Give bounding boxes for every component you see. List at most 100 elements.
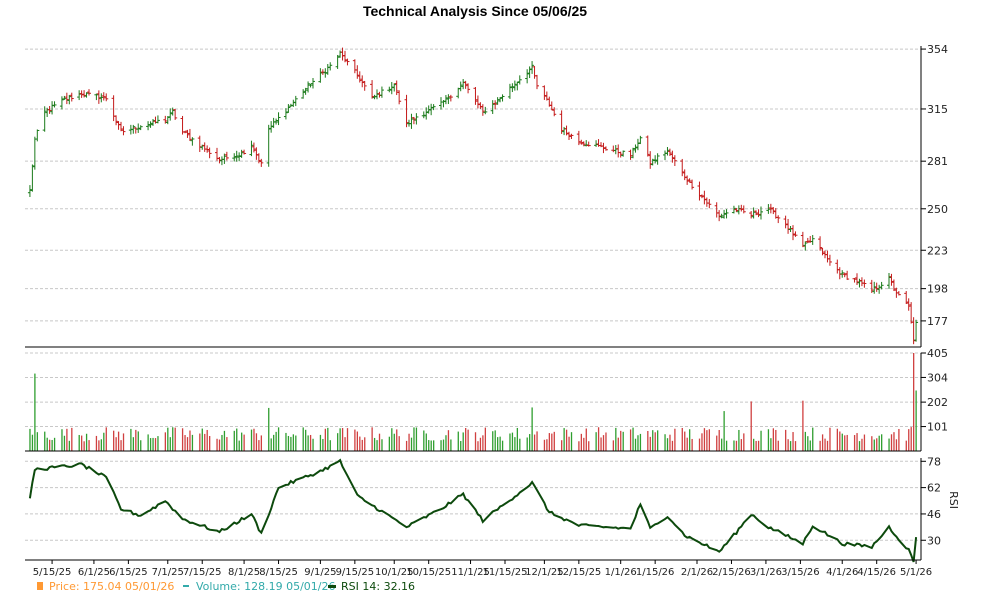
volume-bar xyxy=(738,429,740,451)
volume-bar xyxy=(285,432,287,451)
price-bar-up xyxy=(655,153,660,165)
rsi-tick-label: 62 xyxy=(927,482,941,495)
volume-tick-label: 101 xyxy=(927,421,948,434)
volume-bar xyxy=(302,427,304,451)
volume-bar xyxy=(450,439,452,451)
volume-bar xyxy=(447,430,450,451)
volume-bar xyxy=(410,437,413,451)
price-bar-down xyxy=(478,102,483,110)
volume-bar xyxy=(753,438,755,451)
price-bar-down xyxy=(618,151,623,158)
price-bar-down xyxy=(687,178,692,183)
volume-bar xyxy=(172,427,174,451)
volume-bar xyxy=(81,435,83,451)
price-bar-down xyxy=(835,259,840,274)
volume-bar xyxy=(169,437,171,451)
price-bar-down xyxy=(690,179,695,190)
volume-bar xyxy=(346,428,349,451)
volume-bar xyxy=(585,428,587,451)
x-tick-label: 12/15/25 xyxy=(556,567,601,578)
price-bar-up xyxy=(148,121,153,128)
volume-bar xyxy=(691,438,693,451)
volume-bar xyxy=(509,433,511,451)
price-bar-down xyxy=(466,83,471,94)
price-bar-down xyxy=(837,267,842,280)
price-bar-up xyxy=(266,124,271,167)
volume-bar xyxy=(809,440,811,451)
volume-bar xyxy=(895,439,898,451)
volume-bar xyxy=(807,436,809,451)
price-bar-up xyxy=(483,106,488,115)
volume-bar xyxy=(536,431,538,451)
volume-bar xyxy=(561,440,563,451)
volume-bar xyxy=(600,437,602,451)
volume-bar xyxy=(98,440,100,451)
volume-bar xyxy=(671,440,674,451)
x-tick-label: 1/1/26 xyxy=(605,567,637,578)
volume-bar xyxy=(440,440,442,451)
price-bar-up xyxy=(515,81,520,91)
price-bar-up xyxy=(84,92,89,98)
price-bar-down xyxy=(345,58,350,66)
price-bar-up xyxy=(510,83,515,93)
price-bar-up xyxy=(303,87,308,95)
volume-bar xyxy=(359,436,361,451)
volume-bar xyxy=(71,427,73,451)
x-tick-label: 7/1/25 xyxy=(152,567,184,578)
x-tick-label: 7/15/25 xyxy=(183,567,222,578)
price-bar-up xyxy=(94,93,99,101)
price-bar-up xyxy=(495,97,500,105)
volume-bar xyxy=(721,438,723,451)
volume-bar xyxy=(612,440,615,451)
price-bar-down xyxy=(820,247,825,256)
price-bar-down xyxy=(463,80,468,89)
volume-bar xyxy=(457,431,459,451)
price-gridlines xyxy=(25,48,921,322)
price-bar-down xyxy=(357,71,362,83)
volume-bar xyxy=(425,433,427,451)
volume-bar xyxy=(888,438,890,451)
price-bar-down xyxy=(891,279,896,292)
volume-bar xyxy=(270,438,272,451)
volume-bar xyxy=(354,429,356,451)
price-bar-up xyxy=(389,82,394,95)
x-tick-label: 6/1/25 xyxy=(78,567,110,578)
price-bar-down xyxy=(697,181,702,201)
volume-bar xyxy=(824,438,826,451)
volume-bar xyxy=(718,430,720,451)
price-bar-up xyxy=(67,94,72,105)
price-bar-down xyxy=(859,277,864,287)
volume-bar xyxy=(908,429,910,451)
price-bar-down xyxy=(259,158,264,167)
volume-bar xyxy=(292,434,295,451)
rsi-axis-label: RSI xyxy=(947,491,960,509)
rsi-line xyxy=(28,458,918,563)
volume-bar xyxy=(777,440,779,451)
price-bar-up xyxy=(42,106,47,132)
volume-bar xyxy=(723,411,725,451)
price-bar-up xyxy=(271,117,276,128)
price-bar-up xyxy=(136,123,141,133)
price-bar-up xyxy=(52,101,57,108)
x-tick-label: 11/15/25 xyxy=(483,567,528,578)
volume-tick-label: 202 xyxy=(927,396,948,409)
volume-bar xyxy=(277,427,280,451)
price-bar-up xyxy=(286,104,291,113)
price-bar-up xyxy=(914,319,919,342)
price-bar-down xyxy=(682,169,687,181)
price-legend-swatch xyxy=(37,582,43,590)
price-bar-down xyxy=(493,100,498,110)
price-bar-down xyxy=(133,127,138,134)
price-bar-down xyxy=(173,108,178,120)
volume-bar xyxy=(115,437,117,451)
volume-bar xyxy=(85,433,88,451)
volume-bar xyxy=(88,440,90,451)
volume-bar xyxy=(492,431,494,451)
price-bar-down xyxy=(549,101,554,111)
volume-gridlines xyxy=(25,352,921,428)
price-bar-down xyxy=(224,151,229,161)
volume-bar xyxy=(474,432,477,451)
price-bar-down xyxy=(707,198,712,209)
volume-bar xyxy=(785,429,787,451)
price-bar-up xyxy=(719,213,724,219)
